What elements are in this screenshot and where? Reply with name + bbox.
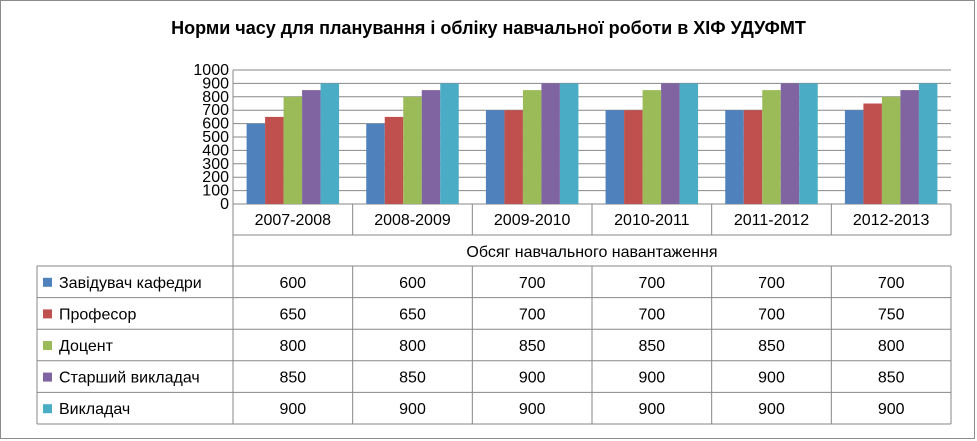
x-category-label: 2010-2011 [614,212,689,229]
data-value: 900 [638,401,665,418]
legend-key [43,372,52,382]
data-value: 850 [519,338,546,355]
data-value: 700 [638,306,665,323]
data-value: 650 [279,306,306,323]
data-value: 700 [878,275,905,292]
data-value: 700 [758,306,785,323]
y-tick-label: 400 [202,142,229,159]
bar [881,96,901,204]
bar [559,83,579,204]
bars [246,83,938,204]
data-value: 700 [519,306,546,323]
data-value: 800 [399,338,426,355]
data-value: 850 [399,370,426,387]
bar [302,90,321,204]
bar [844,110,864,204]
series-name: Доцент [59,338,114,355]
bar [283,96,303,204]
bar [624,110,643,204]
gridlines [233,69,951,205]
data-value: 900 [279,401,306,418]
data-value: 800 [878,338,905,355]
bar [799,83,818,204]
bar [725,110,744,204]
data-value: 900 [878,401,905,418]
legend-key [43,341,52,350]
bar [366,123,385,204]
y-tick-label: 700 [202,102,229,119]
bar [522,90,542,204]
bar [485,110,505,204]
bar [504,110,523,204]
data-value: 600 [279,275,306,292]
legend-key [43,277,52,287]
series-name: Старший викладач [59,370,200,387]
data-value: 850 [878,370,905,387]
data-value: 850 [758,338,785,355]
bar [403,96,422,204]
bar [900,90,919,204]
y-tick-label: 1000 [193,62,229,79]
y-tick-label: 500 [202,129,229,146]
y-tick-label: 300 [202,156,229,173]
data-value: 900 [638,370,665,387]
series-name: Завідувач кафедри [59,275,202,292]
series-name: Професор [59,306,136,323]
x-category-label: 2008-2009 [374,212,451,229]
bar [320,83,340,204]
y-tick-label: 0 [220,196,229,213]
bar [421,90,441,204]
y-tick-label: 900 [202,75,229,92]
data-value: 900 [758,401,785,418]
chart-title: Норми часу для планування і обліку навча… [171,18,806,38]
data-value: 850 [638,338,665,355]
bar [780,83,800,204]
bar [863,103,882,204]
x-category-label: 2009-2010 [494,212,571,229]
data-value: 900 [758,370,785,387]
legend-key [43,309,52,319]
bar [661,83,680,204]
bar [440,83,459,204]
legend-key [43,404,52,414]
bar [246,123,266,204]
bar [265,116,284,204]
x-axis-title: Обсяг навчального навантаження [466,244,717,261]
series-name: Викладач [59,401,130,418]
data-value: 700 [758,275,785,292]
bar [743,110,763,204]
data-value: 600 [399,275,426,292]
x-category-label: 2012-2013 [853,212,930,229]
y-tick-label: 200 [202,169,229,186]
bar [605,110,625,204]
data-value: 900 [519,401,546,418]
data-value: 700 [638,275,665,292]
bar [679,83,699,204]
x-category-label: 2007-2008 [255,212,332,229]
x-category-label: 2011-2012 [734,212,809,229]
data-value: 900 [519,370,546,387]
bar [384,116,404,204]
data-table: 2007-2008 2008-2009 2009-2010 2010-2011 2011… [36,204,952,425]
bar [541,83,560,204]
y-tick-label: 100 [202,183,229,200]
data-value: 800 [279,338,306,355]
bar [918,83,938,204]
data-value: 700 [519,275,546,292]
bar [762,90,781,204]
bar [642,90,662,204]
y-tick-label: 600 [202,116,229,133]
data-value: 900 [399,401,426,418]
data-value: 850 [279,370,306,387]
data-value: 750 [878,306,905,323]
data-value: 650 [399,306,426,323]
y-tick-label: 800 [202,89,229,106]
